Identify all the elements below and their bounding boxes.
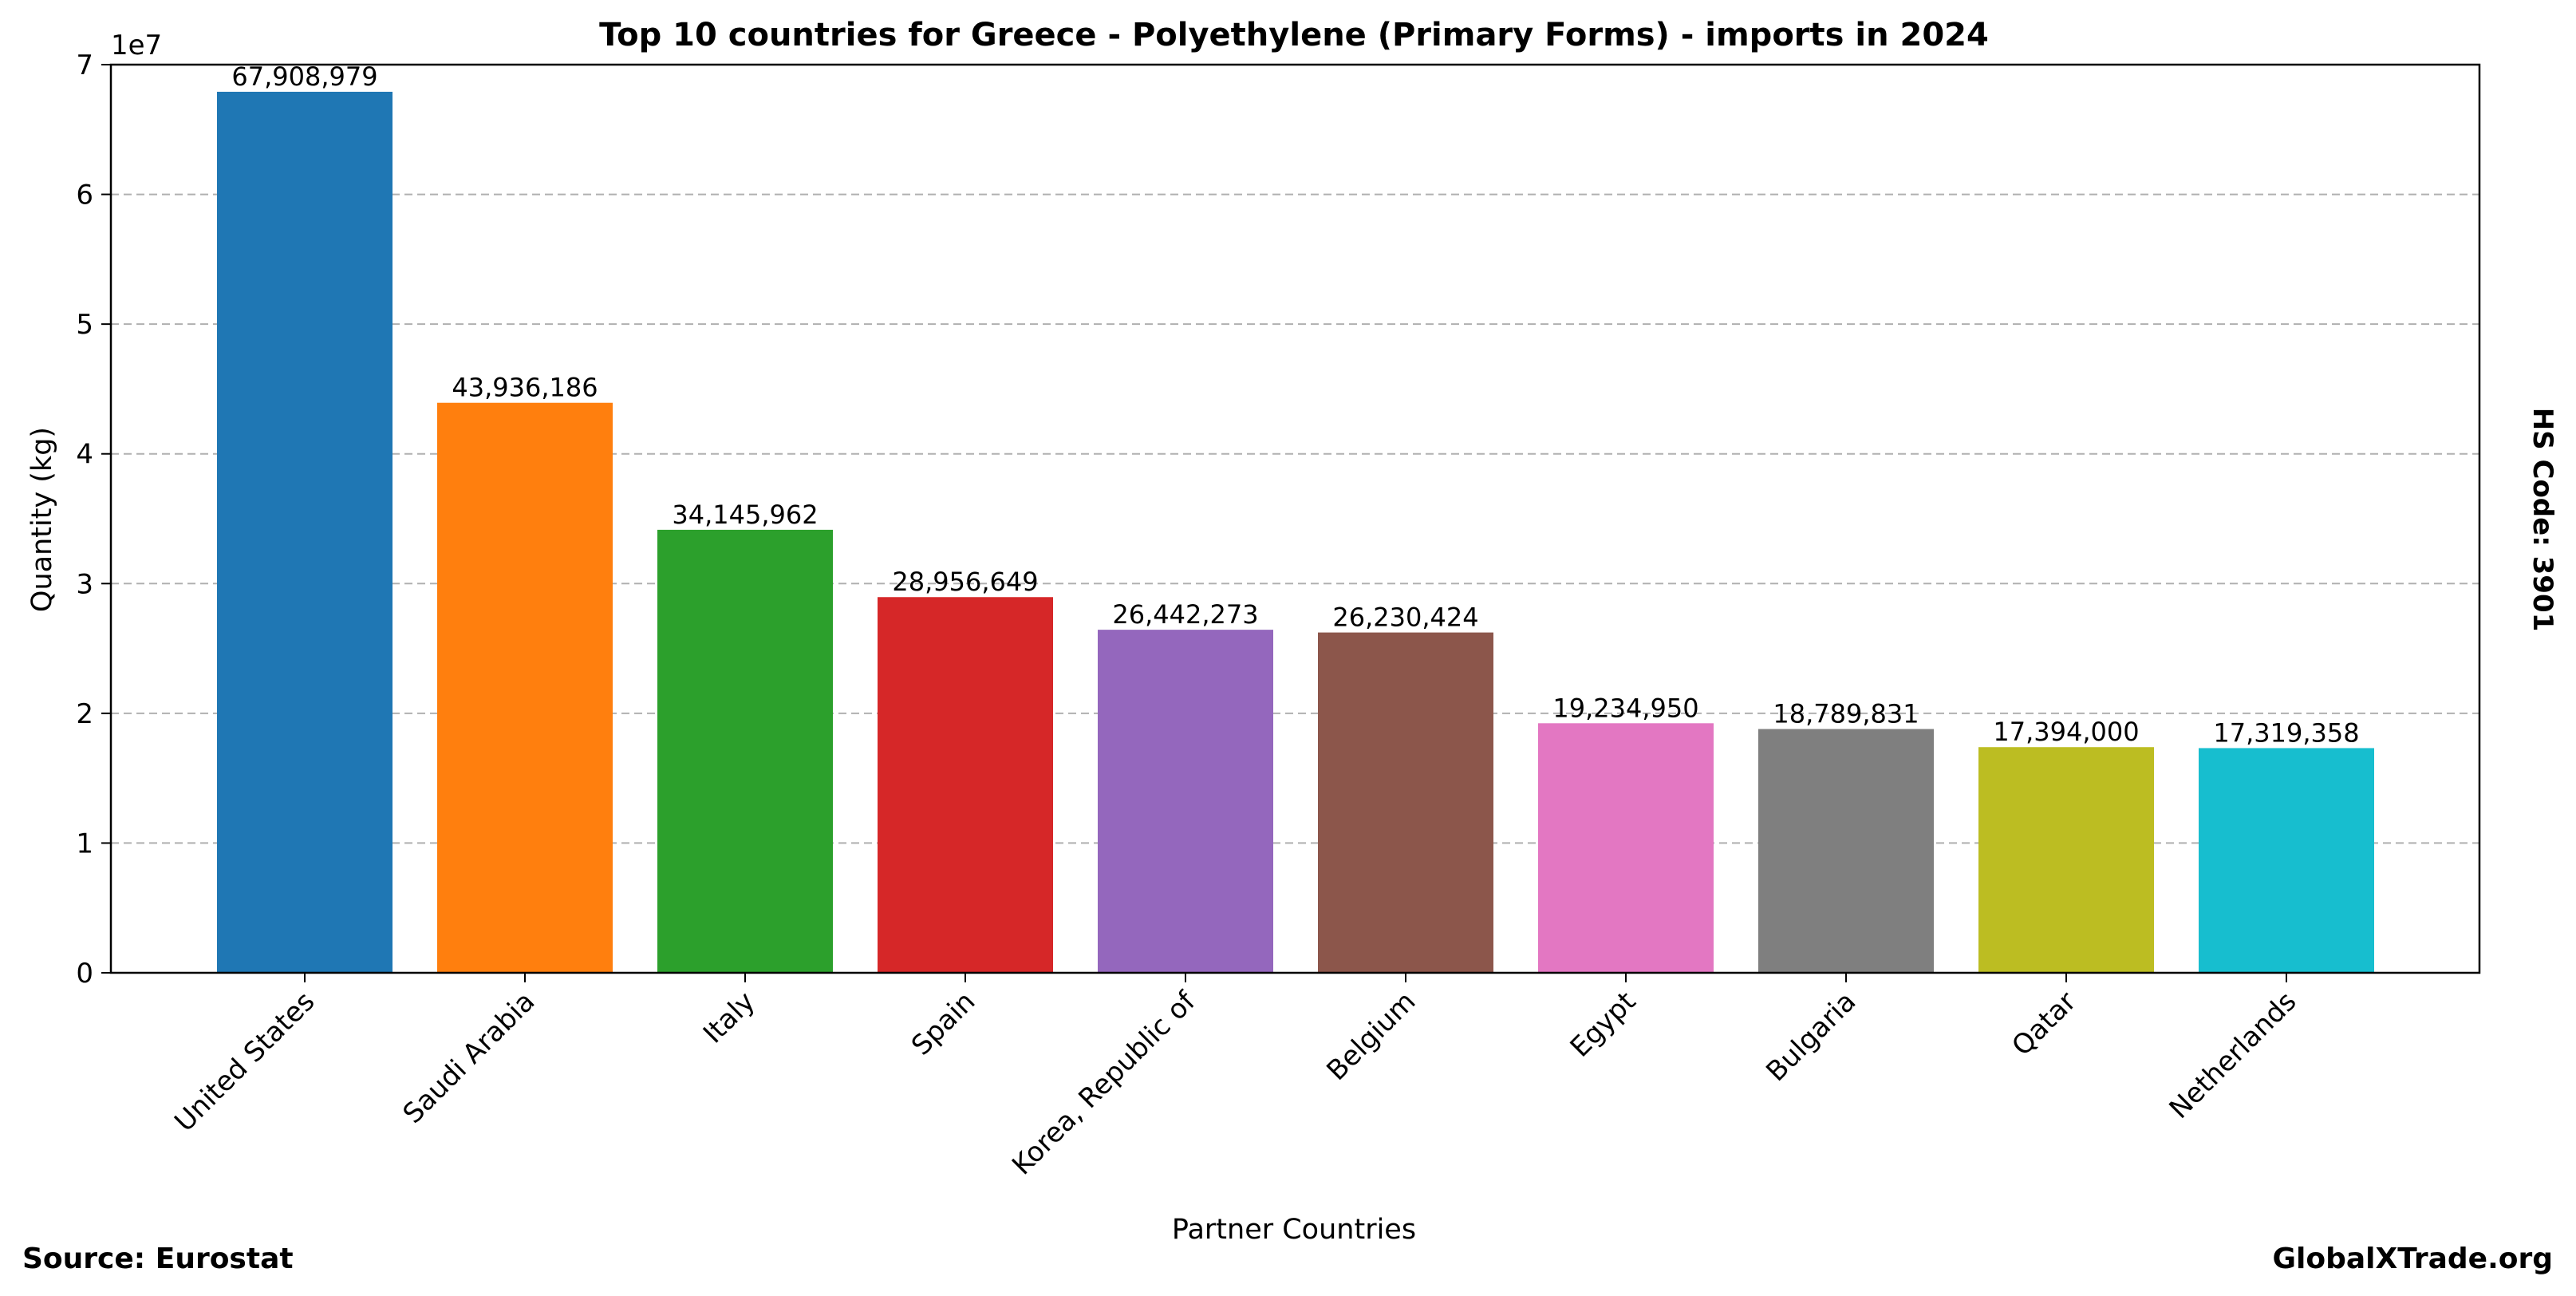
x-tick-label: Bulgaria [1760,986,1862,1088]
x-tick-label: Saudi Arabia [397,986,542,1130]
x-tick-label: Italy [697,986,761,1049]
bar-value-label: 18,789,831 [1773,699,1919,729]
y-axis-label: Quantity (kg) [26,427,58,612]
x-tick-label: Egypt [1564,986,1643,1064]
x-tick-label: Qatar [2006,986,2082,1062]
x-tick-label: Spain [905,986,981,1061]
axes [109,63,2481,974]
y-tick-label: 4 [76,439,93,471]
bar-value-label: 67,908,979 [231,61,377,92]
y-tick-label: 1 [76,828,93,859]
y-tick-label: 7 [76,49,93,81]
x-tick-label: Korea, Republic of [1006,985,1202,1181]
x-tick-label: Netherlands [2164,986,2303,1125]
bar [1538,723,1714,973]
bar-value-label: 26,230,424 [1332,603,1478,633]
y-ticks: 0 1 2 3 4 5 6 7 [76,49,111,990]
bar [437,402,613,973]
x-ticks: United States Saudi Arabia Italy Spain Korea… [168,973,2302,1181]
value-labels: 67,908,979 43,936,186 34,145,962 28,956,649… [231,61,2359,748]
source-note: Source: Eurostat [22,1243,294,1275]
y-tick-label: 5 [76,309,93,341]
bar [1318,632,1493,973]
hs-code-note: HS Code: 3901 [2527,408,2558,632]
plot-frame [109,63,2481,974]
x-tick-label: Belgium [1321,986,1422,1087]
x-axis-label: Partner Countries [1172,1214,1416,1246]
bar [1758,729,1934,973]
y-tick-label: 0 [76,958,93,990]
bar-value-label: 43,936,186 [452,373,598,403]
brand-name: GlobalXTrade.org [2272,1243,2553,1275]
x-tick-label: United States [168,986,321,1138]
bar-value-label: 26,442,273 [1112,599,1258,630]
bar [1098,630,1273,973]
bar-value-label: 17,394,000 [1993,717,2139,747]
bar [657,529,833,973]
chart-title: Top 10 countries for Greece - Polyethyle… [599,17,1989,53]
bar-value-label: 19,234,950 [1552,693,1698,723]
bar [878,597,1053,973]
y-tick-label: 3 [76,568,93,600]
y-tick-label: 2 [76,698,93,730]
bars [217,91,2374,974]
y-axis-offset-label: 1e7 [111,30,162,61]
bar [1978,747,2154,973]
bar [217,91,393,974]
bar [2199,748,2374,973]
bar-value-label: 34,145,962 [672,500,818,530]
y-tick-label: 6 [76,180,93,211]
bar-value-label: 28,956,649 [892,567,1038,597]
bar-value-label: 17,319,358 [2213,717,2359,748]
